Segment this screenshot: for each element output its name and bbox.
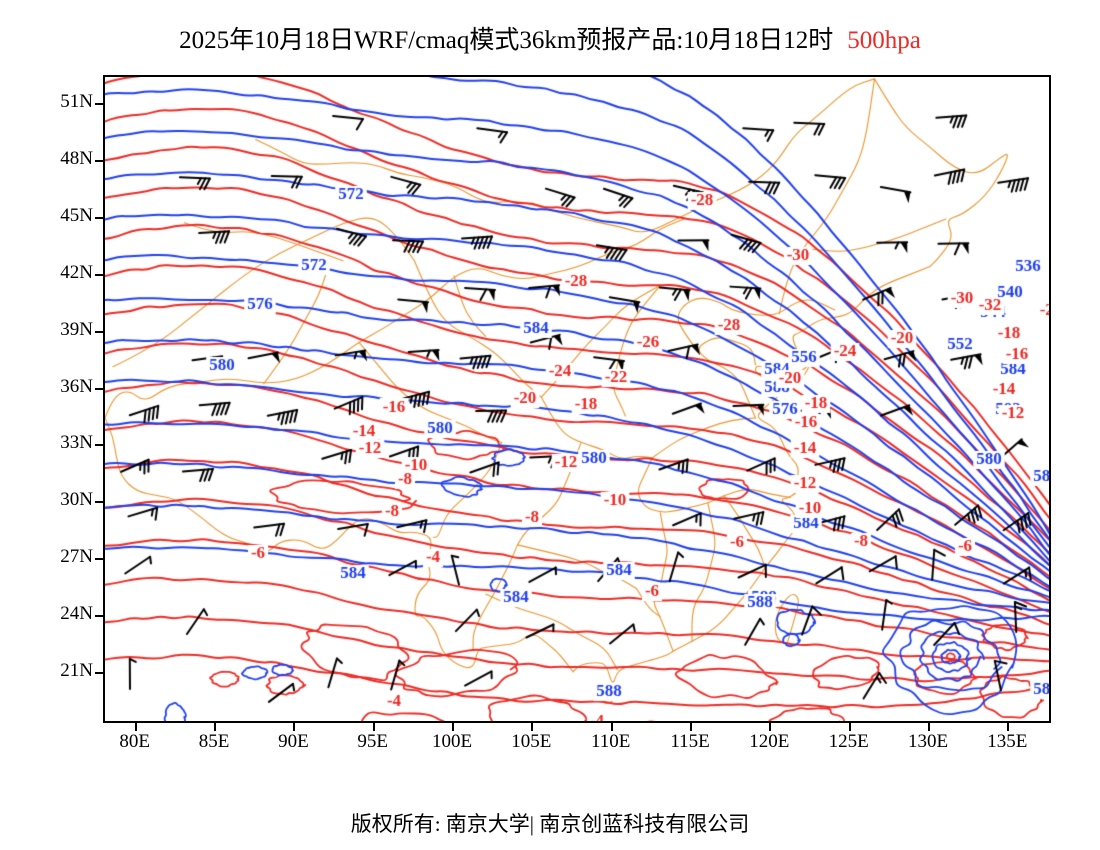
y-axis-tick-mark bbox=[95, 103, 103, 106]
y-axis-tick-mark bbox=[95, 558, 103, 560]
x-axis-tick-mark bbox=[769, 723, 772, 731]
chart-title-level: 500hpa bbox=[847, 27, 921, 54]
y-axis-tick-mark bbox=[95, 387, 103, 390]
y-axis-tick-label: 24N bbox=[60, 602, 93, 624]
y-axis-tick-label: 42N bbox=[60, 261, 93, 283]
x-axis-tick-mark bbox=[690, 723, 693, 731]
x-axis-tick-label: 115E bbox=[670, 731, 710, 752]
x-axis-tick-label: 95E bbox=[357, 731, 388, 752]
copyright-footer: 版权所有: 南京大学| 南京创蓝科技有限公司 bbox=[350, 812, 750, 836]
chart-title-main: 2025年10月18日WRF/cmaq模式36km预报产品:10月18日12时 bbox=[179, 27, 834, 54]
x-axis-tick-mark bbox=[848, 723, 851, 731]
y-axis-tick-label: 39N bbox=[60, 318, 93, 340]
y-axis-tick-mark bbox=[95, 501, 103, 504]
x-axis-tick-label: 130E bbox=[907, 731, 949, 752]
x-axis-tick-label: 105E bbox=[511, 731, 552, 752]
x-axis-tick-label: 110E bbox=[590, 731, 631, 752]
x-axis-tick-label: 80E bbox=[119, 731, 151, 752]
map-plot-area bbox=[103, 75, 1051, 723]
y-axis-tick-label: 36N bbox=[60, 375, 93, 397]
map-frame bbox=[103, 75, 1051, 723]
x-axis-tick-label: 125E bbox=[828, 731, 869, 752]
x-axis-tick-label: 100E bbox=[431, 731, 473, 752]
y-axis-tick-label: 30N bbox=[60, 489, 93, 511]
x-axis-tick-label: 120E bbox=[749, 731, 790, 752]
x-axis-tick-label: 90E bbox=[278, 731, 309, 752]
y-axis-tick-mark bbox=[95, 160, 103, 163]
y-axis-tick-label: 27N bbox=[60, 546, 93, 567]
x-axis-tick-label: 85E bbox=[198, 731, 230, 752]
y-axis-tick-label: 51N bbox=[60, 91, 93, 113]
y-axis-tick-mark bbox=[95, 273, 103, 276]
y-axis-tick-label: 45N bbox=[60, 205, 93, 227]
x-axis-tick-mark bbox=[452, 723, 455, 731]
x-axis-tick-mark bbox=[610, 723, 613, 731]
x-axis-tick-mark bbox=[293, 723, 296, 731]
weather-map-canvas bbox=[105, 77, 1049, 721]
y-axis-tick-mark bbox=[95, 614, 103, 617]
y-axis-tick-mark bbox=[95, 444, 103, 447]
y-axis-tick-mark bbox=[95, 330, 103, 333]
y-axis-tick-label: 33N bbox=[60, 432, 93, 454]
y-axis-tick-label: 48N bbox=[60, 148, 93, 170]
y-axis-tick-mark bbox=[95, 671, 103, 674]
x-axis-tick-mark bbox=[134, 723, 137, 731]
x-axis-tick-mark bbox=[214, 723, 217, 731]
y-axis-tick-mark bbox=[95, 217, 103, 220]
x-axis-tick-mark bbox=[372, 723, 375, 731]
x-axis-tick-label: 135E bbox=[987, 731, 1028, 752]
y-axis-tick-label: 21N bbox=[60, 659, 93, 681]
chart-title: 2025年10月18日WRF/cmaq模式36km预报产品:10月18日12时 5… bbox=[0, 20, 1100, 56]
x-axis-tick-mark bbox=[928, 723, 930, 731]
x-axis-tick-mark bbox=[531, 723, 534, 731]
x-axis-tick-mark bbox=[1007, 723, 1010, 731]
